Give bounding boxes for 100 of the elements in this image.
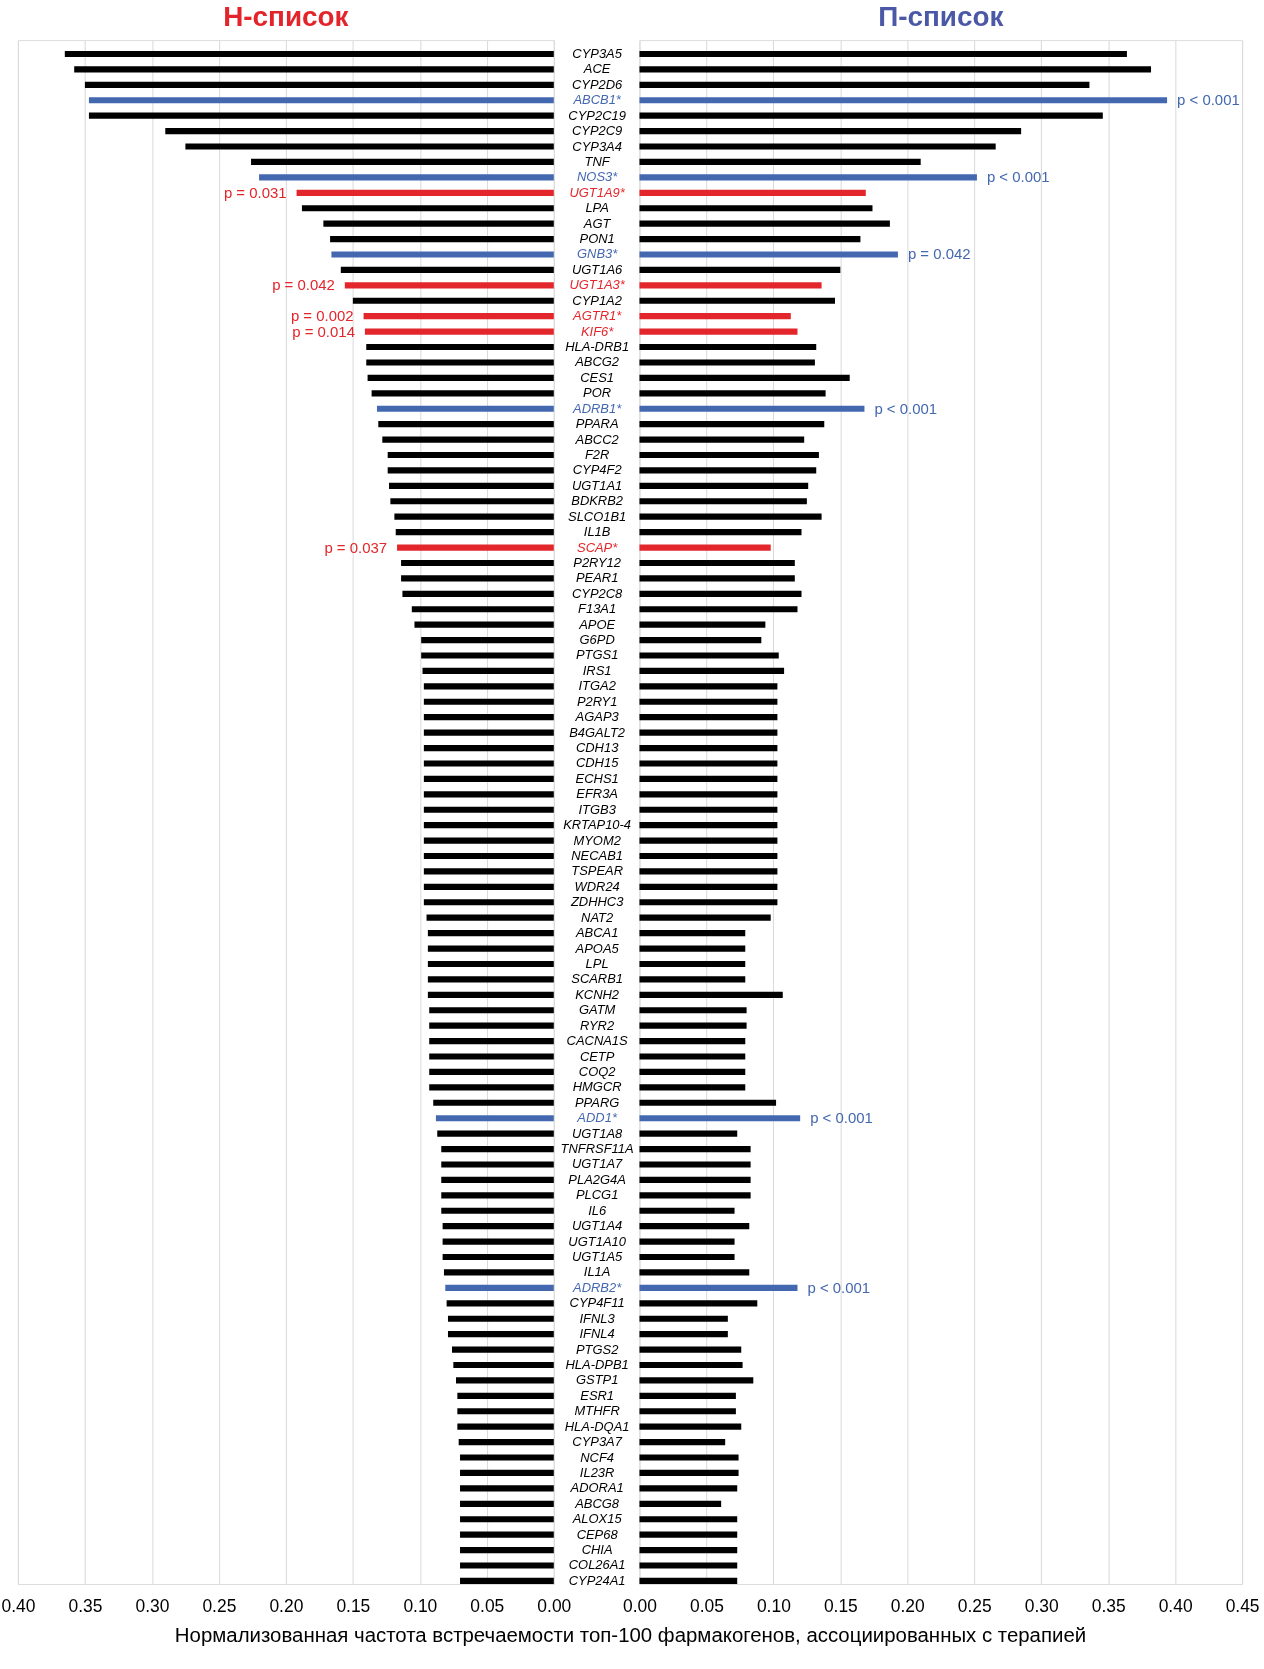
bar — [423, 899, 554, 906]
x-tick-label: 0.40 — [1158, 1596, 1193, 1617]
annotation: p = 0.037 — [324, 538, 388, 556]
bar — [639, 313, 791, 320]
bar — [423, 868, 554, 875]
bar — [639, 251, 898, 258]
annotation: p = 0.002 — [290, 307, 354, 325]
bar — [639, 189, 866, 196]
bar — [639, 1176, 751, 1183]
y-tick-label: F2R — [584, 446, 610, 462]
x-tick-label: 0.25 — [957, 1596, 992, 1617]
bar — [423, 729, 554, 736]
y-tick-label: ADRB1* — [572, 400, 623, 416]
bar — [639, 1500, 722, 1507]
y-tick-label: KIF6* — [580, 323, 615, 339]
y-tick-label: UGT1A9* — [569, 184, 626, 200]
bar — [296, 189, 554, 196]
bar — [460, 1516, 554, 1523]
y-tick-label: PON1 — [579, 231, 615, 247]
y-tick-label: LPL — [585, 955, 609, 971]
bar — [639, 575, 795, 582]
bar — [88, 112, 554, 119]
y-tick-label: PEAR1 — [575, 570, 619, 586]
bar — [639, 1238, 735, 1245]
bar — [639, 1115, 801, 1122]
bar — [423, 744, 554, 752]
bar — [639, 66, 1152, 73]
y-tick-label: CYP24A1 — [568, 1572, 626, 1588]
bar — [639, 899, 778, 906]
bar — [423, 806, 554, 813]
bar — [74, 66, 554, 73]
bar — [443, 1269, 554, 1276]
bar — [639, 621, 766, 628]
bar — [639, 744, 778, 752]
y-tick-label: ITGB3 — [578, 801, 617, 817]
bar — [639, 97, 1168, 104]
y-tick-label: CACNA1S — [566, 1033, 629, 1049]
bar — [639, 914, 771, 921]
bar — [387, 467, 554, 474]
y-tick-label: CYP2C8 — [571, 585, 624, 601]
bar — [639, 714, 778, 721]
y-tick-label: ABCC2 — [574, 431, 619, 447]
bar — [639, 637, 762, 644]
y-tick-label: CYP4F2 — [572, 462, 622, 478]
bar — [460, 1469, 554, 1477]
bar — [639, 1408, 736, 1415]
y-tick-label: GNB3* — [577, 246, 619, 262]
bar — [639, 235, 861, 243]
y-tick-label: CYP1A2 — [572, 292, 622, 308]
bar — [639, 729, 778, 736]
y-tick-label: ABCB1* — [572, 92, 622, 108]
x-tick-label: 0.45 — [1225, 1596, 1260, 1617]
bar — [639, 1439, 726, 1446]
bar — [447, 1315, 554, 1322]
y-tick-label: CDH13 — [575, 740, 620, 756]
bar — [639, 174, 977, 181]
y-tick-label: IL1A — [583, 1264, 611, 1280]
bar — [429, 1084, 554, 1091]
bar — [639, 205, 873, 212]
bar — [378, 421, 554, 428]
bar — [427, 945, 554, 952]
y-tick-label: CES1 — [580, 369, 615, 385]
bar — [421, 652, 554, 659]
y-tick-label: EFR3A — [576, 786, 618, 802]
annotation: p = 0.042 — [907, 245, 971, 263]
bar — [639, 1423, 742, 1430]
y-tick-label: IL6 — [588, 1202, 607, 1218]
y-tick-label: P2RY12 — [573, 554, 621, 570]
x-tick-label: 0.25 — [202, 1596, 237, 1617]
bar — [639, 328, 798, 335]
bar — [442, 1238, 554, 1245]
bar — [445, 1284, 554, 1291]
y-tick-label: IL23R — [579, 1464, 615, 1480]
bar — [330, 235, 554, 243]
bar — [363, 313, 554, 320]
bar — [460, 1577, 554, 1584]
bar — [639, 1207, 735, 1214]
bar — [423, 760, 554, 767]
annotation: p = 0.031 — [223, 183, 287, 201]
bar — [639, 822, 778, 829]
y-tick-label: NOS3* — [577, 169, 619, 185]
y-tick-label: CHIA — [581, 1542, 613, 1558]
bar — [301, 205, 554, 212]
bar — [457, 1392, 554, 1399]
bar — [639, 282, 822, 289]
bar — [390, 498, 554, 505]
y-tick-label: G6PD — [579, 632, 615, 648]
y-tick-label: PLCG1 — [575, 1187, 619, 1203]
chart-title: Н-список — [223, 1, 349, 33]
bar — [460, 1485, 554, 1492]
bar — [639, 1084, 746, 1091]
annotation: p < 0.001 — [807, 1278, 871, 1296]
annotation: p = 0.042 — [272, 276, 335, 294]
bar — [382, 436, 554, 443]
bar — [441, 1192, 554, 1199]
y-tick-label: CYP3A4 — [572, 138, 622, 154]
bar — [639, 1469, 739, 1477]
bar — [639, 482, 809, 489]
bar — [423, 837, 554, 844]
y-tick-label: CYP2D6 — [571, 76, 624, 92]
